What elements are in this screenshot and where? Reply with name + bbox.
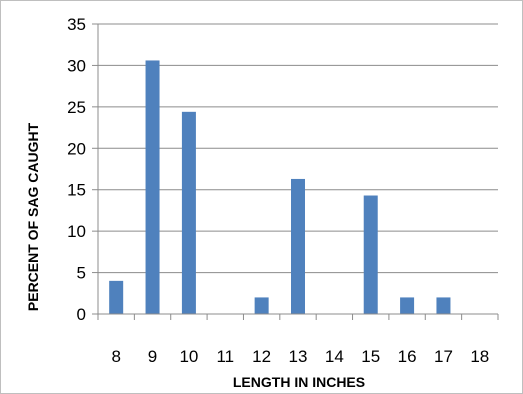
y-tick-label: 20	[67, 139, 86, 158]
bar-16	[400, 297, 415, 314]
bars	[109, 60, 451, 315]
bar-17	[436, 297, 451, 314]
x-tick-label: 12	[252, 347, 271, 366]
x-axis-title: LENGTH IN INCHES	[233, 374, 365, 390]
y-tick-label: 0	[77, 305, 86, 324]
y-tick-label: 15	[67, 181, 86, 200]
x-tick-label: 8	[111, 347, 120, 366]
y-tick-label: 25	[67, 98, 86, 117]
x-tick-label: 11	[216, 347, 234, 366]
x-tick-label: 17	[434, 347, 453, 366]
y-tick-label: 5	[77, 264, 86, 283]
y-tick-label: 30	[67, 56, 86, 75]
bar-8	[109, 280, 124, 314]
y-tick-labels: 0 5 10 15 20 25 30 35	[67, 15, 98, 324]
bar-12	[254, 297, 269, 314]
x-tick-labels: 8 9 10 11 12 13 14 15 16 17 18	[97, 314, 499, 366]
x-tick-label: 10	[179, 347, 198, 366]
y-axis-title: PERCENT OF SAG CAUGHT	[25, 122, 41, 311]
x-tick-label: 13	[289, 347, 308, 366]
x-tick-label: 14	[325, 347, 344, 366]
axes	[97, 24, 498, 315]
bar-15	[363, 195, 378, 314]
bar-9	[145, 60, 160, 315]
x-tick-label: 16	[398, 347, 417, 366]
y-tick-label: 10	[67, 222, 86, 241]
bar-13	[291, 178, 305, 314]
x-tick-label: 18	[470, 347, 489, 366]
x-tick-label: 9	[148, 347, 157, 366]
x-tick-label: 15	[361, 347, 380, 366]
bar-10	[181, 111, 196, 314]
y-tick-label: 35	[67, 15, 86, 34]
